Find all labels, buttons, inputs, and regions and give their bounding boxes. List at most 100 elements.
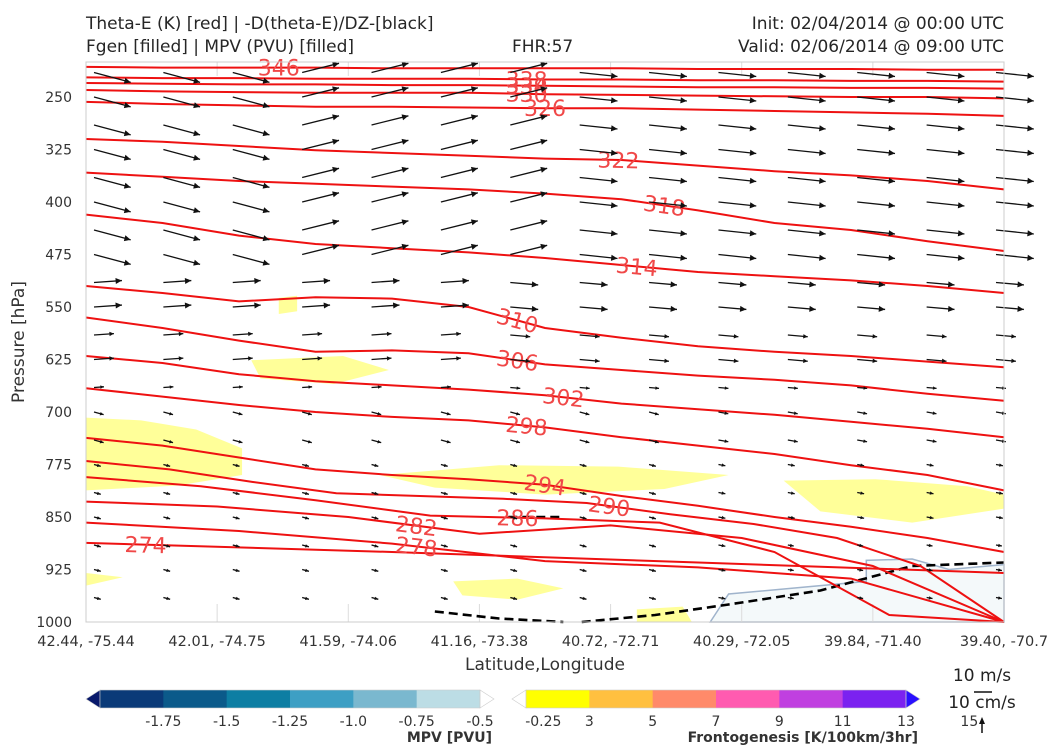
wind-arrow-shaft [371, 62, 409, 74]
wind-arrow-head [582, 596, 587, 601]
wind-arrow-shaft [995, 253, 1034, 260]
wind-arrow-head [377, 411, 382, 416]
wind-arrow-head [540, 243, 548, 250]
wind-arrow-head [594, 358, 600, 364]
wind-arrow-head [262, 235, 270, 242]
wind-arrow-shaft [163, 229, 201, 241]
wind-arrow-head [262, 207, 270, 214]
x-tick-label: 39.84, -71.40 [824, 634, 921, 650]
colorbar-swatch [353, 690, 418, 708]
title-line2: Fgen [filled] | MPV (PVU) [filled] [86, 37, 355, 57]
wind-arrow-head [789, 596, 794, 600]
filled-contours [86, 295, 1005, 623]
wind-arrow-shaft [649, 201, 687, 207]
wind-arrow-head [239, 385, 243, 389]
wind-arrow-head [193, 235, 201, 242]
fgen-fill-region [783, 479, 1004, 523]
wind-arrow-head [401, 86, 409, 93]
wind-arrow-shaft [301, 244, 340, 256]
wind-arrow-head [307, 439, 312, 444]
wind-arrow-shaft [510, 167, 548, 179]
stability-dashed-contours [434, 515, 1005, 624]
wind-arrow-head [585, 386, 590, 390]
y-tick-label: 700 [45, 405, 72, 421]
wind-ref-horizontal: 10 m/s [953, 666, 1011, 686]
wind-arrow-shaft [301, 220, 340, 231]
wind-arrow-head [443, 568, 448, 573]
wind-arrow-shaft [995, 176, 1034, 183]
wind-arrow-head [304, 516, 309, 520]
wind-arrow-head [193, 259, 201, 266]
wind-arrow-head [601, 305, 608, 312]
wind-arrow-shaft [718, 148, 757, 155]
valid-time: Valid: 02/06/2014 @ 09:00 UTC [738, 37, 1004, 57]
theta-e-line [85, 316, 1005, 402]
wind-arrow-shaft [718, 96, 757, 102]
wind-arrow-head [540, 219, 548, 226]
wind-arrow-head [749, 72, 757, 79]
wind-arrow-head [332, 138, 340, 145]
wind-arrow-head [386, 356, 392, 361]
fgen-fill-region [86, 417, 243, 491]
wind-arrow-head [96, 596, 101, 601]
wind-arrow-head [957, 230, 965, 237]
wind-arrow-shaft [510, 244, 548, 256]
wind-arrow-head [860, 491, 865, 495]
wind-arrow-head [115, 302, 122, 309]
wind-arrow-shaft [787, 229, 826, 235]
wind-arrow-head [928, 596, 933, 600]
wind-arrow-head [680, 149, 687, 156]
wind-arrow-shaft [787, 253, 826, 260]
wind-arrow-shaft [579, 124, 618, 130]
wind-arrow-head [401, 191, 409, 198]
wind-arrow-shaft [649, 253, 687, 260]
wind-arrow-head [401, 61, 409, 68]
wind-arrow-head [888, 149, 896, 156]
wind-arrow-head [100, 385, 104, 389]
wind-arrow-head [582, 516, 587, 520]
theta-e-line [85, 476, 1005, 623]
wind-arrow-head [109, 356, 114, 361]
wind-arrow-head [166, 568, 171, 573]
wind-arrow-shaft [301, 192, 340, 203]
theta-e-line [85, 76, 1005, 83]
wind-arrow-shaft [926, 96, 965, 102]
wind-arrow-shaft [926, 124, 965, 130]
wind-arrow-head [878, 281, 886, 288]
wind-arrow-head [789, 543, 794, 548]
wind-arrow-head [470, 114, 478, 121]
wind-arrow-head [809, 305, 816, 312]
wind-arrow-head [654, 411, 659, 416]
wind-arrow-shaft [718, 253, 757, 260]
wind-arrow-head [254, 302, 261, 309]
theta-e-label: 282 [394, 512, 439, 542]
wind-arrow-head [401, 138, 409, 145]
wind-arrow-head [999, 515, 1003, 520]
y-tick-label: 325 [45, 143, 72, 159]
wind-arrow-head [377, 439, 382, 444]
wind-arrow-head [317, 331, 323, 337]
wind-arrow-head [443, 596, 448, 601]
wind-arrow-shaft [718, 201, 757, 207]
wind-arrow-head [443, 516, 448, 520]
wind-arrow-shaft [93, 124, 131, 136]
wind-arrow-shaft [163, 201, 201, 213]
wind-arrow-head [248, 331, 253, 337]
wind-arrow-head [819, 125, 826, 132]
wind-arrow-head [513, 596, 518, 601]
wind-arrow-head [888, 202, 896, 209]
colorbar-swatch [163, 690, 228, 708]
colorbar-frame [99, 689, 481, 709]
wind-arrow-head [998, 596, 1002, 600]
theta-e-line [85, 65, 1004, 71]
wind-arrow-head [664, 358, 670, 364]
wind-arrow-shaft [857, 229, 896, 235]
wind-ref-vertical-arrowhead [979, 717, 985, 724]
wind-arrow-head [610, 177, 618, 184]
wind-arrow-shaft [995, 124, 1034, 130]
wind-arrow-head [859, 596, 864, 600]
wind-arrow-shaft [371, 115, 409, 126]
theta-e-label: 306 [495, 346, 540, 377]
wind-arrow-head [999, 463, 1003, 467]
wind-arrow-head [304, 491, 309, 496]
